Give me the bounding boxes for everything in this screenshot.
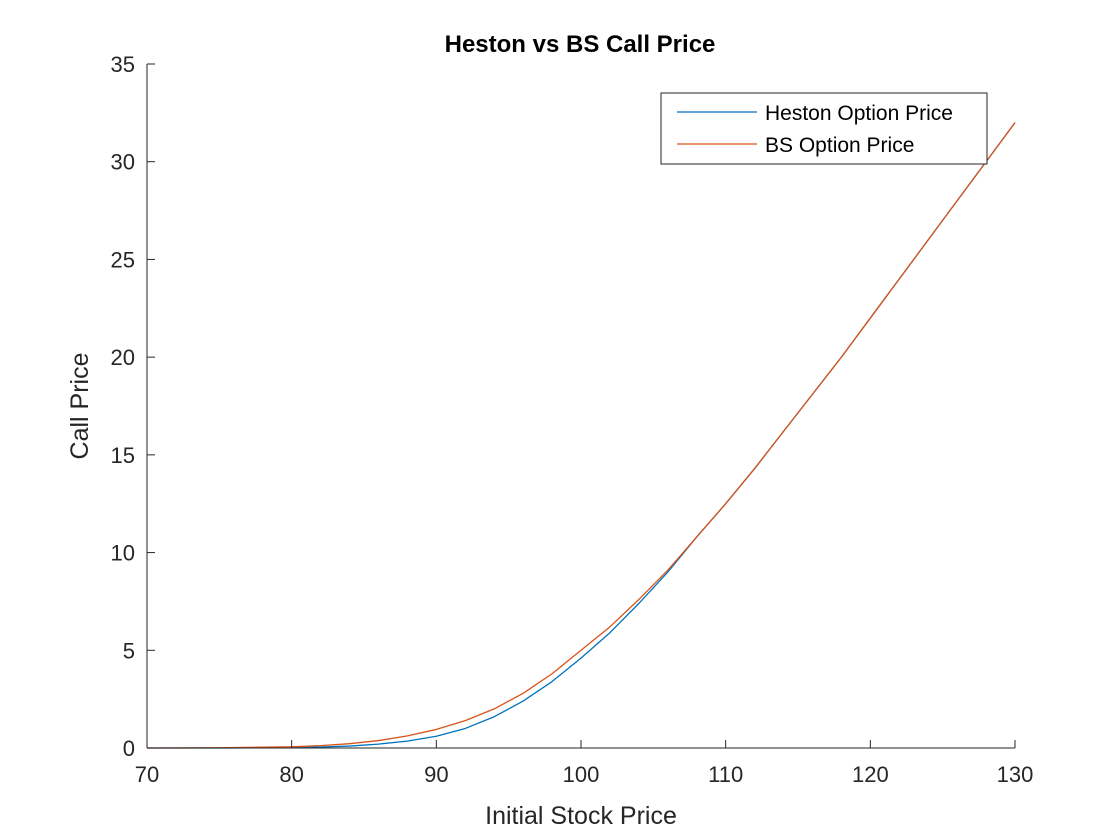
x-tick-label: 90	[424, 762, 448, 787]
x-tick-label: 120	[852, 762, 889, 787]
x-tick-label: 130	[997, 762, 1034, 787]
legend-label-heston: Heston Option Price	[765, 102, 953, 125]
y-tick-label: 15	[111, 443, 135, 468]
x-ticks: 70 80 90 100 110 120 130	[135, 740, 1034, 787]
legend: Heston Option Price BS Option Price	[660, 92, 988, 165]
legend-box	[660, 92, 988, 165]
axes	[146, 64, 1015, 749]
y-axis-label: Call Price	[66, 353, 94, 460]
y-tick-label: 5	[123, 638, 135, 663]
y-tick-label: 10	[111, 541, 135, 566]
x-tick-label: 80	[279, 762, 303, 787]
y-tick-label: 30	[111, 150, 135, 175]
x-tick-label: 70	[135, 762, 159, 787]
y-tick-label: 35	[111, 52, 135, 77]
y-ticks: 0 5 10 15 20 25 30 35	[111, 52, 155, 761]
series-line-0	[147, 122, 1016, 749]
y-tick-label: 25	[111, 247, 135, 272]
legend-label-bs: BS Option Price	[765, 134, 914, 157]
y-tick-label: 0	[123, 736, 135, 761]
plot-lines	[146, 122, 1016, 749]
chart-title: Heston vs BS Call Price	[445, 31, 716, 58]
x-axis-label: Initial Stock Price	[485, 802, 677, 830]
x-tick-label: 100	[563, 762, 600, 787]
x-tick-label: 110	[708, 762, 743, 787]
series-line-1	[146, 122, 1016, 749]
y-tick-label: 20	[111, 345, 135, 370]
